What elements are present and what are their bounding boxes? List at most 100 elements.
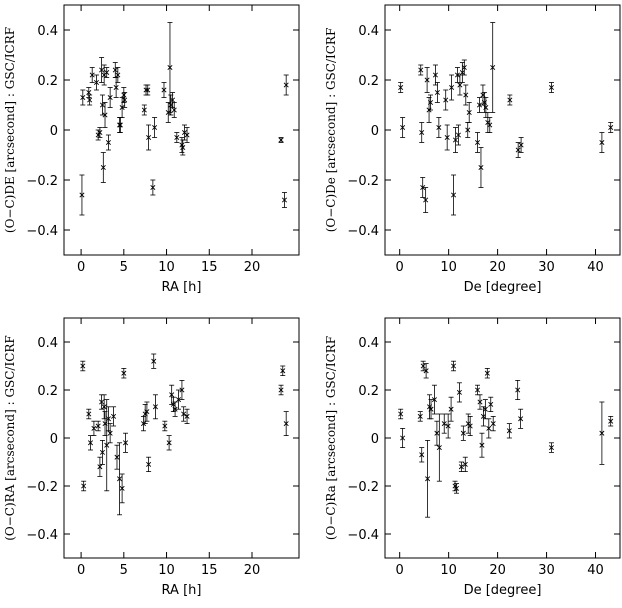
point-marker-b [451, 192, 457, 198]
point-marker-b [79, 192, 85, 198]
data-point [171, 102, 177, 118]
point-marker-b [104, 442, 110, 448]
point-marker-b [99, 102, 105, 108]
point-marker-b [180, 144, 186, 151]
data-point [457, 74, 463, 96]
point-marker-b [162, 423, 168, 429]
data-point [146, 456, 152, 473]
point-marker-b [452, 137, 459, 143]
data-point [104, 399, 110, 492]
point-marker-b [487, 122, 493, 128]
data-point [278, 137, 284, 143]
data-point [117, 117, 123, 133]
point-marker-b [420, 363, 426, 369]
data-point [87, 94, 93, 106]
point-marker-b [145, 87, 151, 93]
point-marker-b [280, 368, 286, 374]
data-point [417, 411, 423, 422]
data-point [283, 74, 289, 96]
data-point [122, 92, 128, 108]
data-point [102, 102, 108, 128]
point-marker-b [441, 421, 447, 427]
data-point [398, 82, 404, 93]
point-marker-b [423, 368, 429, 374]
data-point [490, 415, 496, 432]
data-point [175, 389, 182, 410]
point-marker-b [117, 476, 123, 482]
point-marker-b [518, 416, 524, 422]
data-point [117, 117, 123, 133]
point-marker-b [453, 485, 459, 491]
point-marker-b [418, 67, 424, 73]
data-point [428, 94, 434, 111]
data-point [419, 122, 425, 143]
data-point [518, 137, 524, 153]
point-marker-b [425, 476, 431, 482]
point-marker-b [278, 387, 284, 393]
point-marker-b [179, 142, 185, 148]
point-marker-b [548, 84, 554, 91]
point-marker-b [179, 387, 185, 393]
y-tick-label: −0.2 [347, 480, 379, 495]
point-marker-b [171, 107, 177, 113]
data-point [179, 379, 185, 401]
point-marker-b [123, 440, 129, 446]
point-marker-b [105, 416, 111, 422]
data-point [111, 406, 117, 427]
data-point [449, 74, 455, 101]
point-marker-b [463, 92, 469, 98]
data-point [184, 408, 190, 425]
point-marker-b [184, 413, 190, 419]
data-point [121, 87, 127, 103]
y-tick-label: 0 [371, 124, 379, 139]
data-point [428, 399, 434, 420]
data-point [476, 97, 483, 113]
x-tick-label: 10 [440, 563, 457, 578]
data-point [141, 104, 147, 116]
data-point [150, 179, 156, 196]
data-point [436, 117, 442, 138]
y-tick-label: −0.4 [26, 224, 58, 239]
data-point [462, 456, 468, 473]
data-point [490, 22, 496, 113]
data-point [170, 92, 176, 108]
data-point [107, 87, 113, 108]
data-point [97, 456, 103, 477]
point-marker-b [146, 134, 152, 141]
point-marker-b [121, 92, 127, 98]
point-marker-b [81, 483, 87, 489]
data-point [463, 84, 469, 106]
data-point [99, 394, 105, 410]
y-tick-label: −0.2 [347, 174, 379, 189]
x-tick-label: 15 [201, 260, 218, 275]
data-point [181, 406, 187, 422]
data-point [400, 427, 406, 449]
y-tick-label: 0.2 [37, 384, 58, 399]
y-tick-label: 0.2 [358, 74, 379, 89]
point-marker-b [428, 99, 434, 106]
data-point [151, 353, 157, 369]
point-marker-b [423, 197, 429, 203]
data-point [105, 134, 111, 151]
point-marker-b [150, 184, 156, 191]
y-tick-label: −0.4 [347, 224, 379, 239]
point-marker-b [91, 425, 97, 431]
y-tick-label: 0 [371, 432, 379, 447]
point-marker-b [434, 89, 440, 96]
data-point [488, 396, 494, 413]
point-marker-b [483, 104, 489, 111]
data-point [484, 367, 490, 379]
point-marker-b [99, 67, 105, 73]
y-tick-label: 0 [50, 124, 58, 139]
x-tick-label: 5 [120, 563, 128, 578]
data-point [423, 363, 429, 379]
data-point [608, 415, 614, 427]
data-point [455, 124, 461, 146]
point-marker-b [87, 97, 93, 103]
point-marker-b [152, 404, 158, 410]
x-tick-label: 0 [77, 260, 85, 275]
data-point [114, 444, 120, 470]
data-point [477, 394, 483, 410]
y-tick-label: 0 [50, 432, 58, 447]
